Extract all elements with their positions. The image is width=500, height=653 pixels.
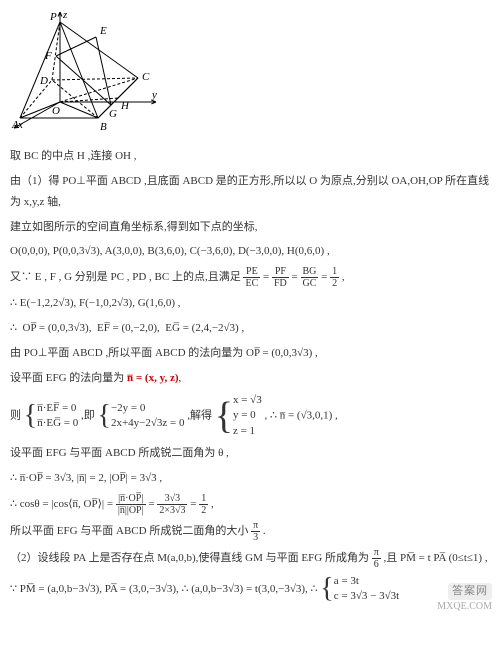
line-4: O(0,0,0), P(0,0,3√3), A(3,0,0), B(3,6,0)… bbox=[10, 241, 490, 262]
text: 则 bbox=[10, 410, 21, 422]
watermark-logo: 答案网 bbox=[448, 583, 492, 599]
frac-pi6: π6 bbox=[372, 547, 381, 570]
line-14: 所以平面 EFG 与平面 ABCD 所成锐二面角的大小 π3 . bbox=[10, 520, 490, 543]
svg-text:y: y bbox=[151, 89, 157, 101]
svg-text:A: A bbox=[11, 119, 19, 130]
line-2: 由（1）得 PO⊥平面 ABCD ,且底面 ABCD 是的正方形,所以以 O 为… bbox=[10, 171, 490, 213]
system-4: { a = 3t c = 3√3 − 3√3t bbox=[320, 574, 399, 605]
text: （2）设线段 PA 上是否存在点 M(a,0,b),使得直线 GM 与平面 EF… bbox=[10, 552, 372, 564]
frac-pe-ec: PEEC bbox=[243, 266, 260, 289]
line-3: 建立如图所示的空间直角坐标系,得到如下点的坐标, bbox=[10, 217, 490, 238]
frac-half: 12 bbox=[330, 266, 339, 289]
line-10: 则 { n̅·EF̅ = 0 n̅·EG̅ = 0 ,即 { −2y = 0 2… bbox=[10, 393, 490, 439]
svg-text:O: O bbox=[52, 105, 60, 117]
line-15: （2）设线段 PA 上是否存在点 M(a,0,b),使得直线 GM 与平面 EF… bbox=[10, 547, 490, 570]
svg-text:D: D bbox=[39, 75, 48, 87]
frac-bg-gc: BGGC bbox=[301, 266, 319, 289]
system-2: { −2y = 0 2x+4y−2√3z = 0 bbox=[97, 401, 184, 432]
text: , bbox=[211, 498, 214, 510]
line-16: ∵ PM̅ = (a,0,b−3√3), PA̅ = (3,0,−3√3), ∴… bbox=[10, 574, 490, 605]
svg-text:H: H bbox=[120, 100, 130, 112]
text: = bbox=[148, 498, 157, 510]
frac-cos2: 3√32×3√3 bbox=[157, 493, 187, 516]
watermark: 答案网 MXQE.COM bbox=[437, 583, 492, 612]
watermark-url: MXQE.COM bbox=[437, 600, 492, 613]
line-13: ∴ cosθ = |cos⟨n̅, OP̅⟩| = |n̅·OP̅||n̅||O… bbox=[10, 493, 490, 516]
line-12: ∴ n̅·OP̅ = 3√3, |n̅| = 2, |OP̅| = 3√3 , bbox=[10, 468, 490, 489]
text: , ∴ n̅ = (√3,0,1) , bbox=[264, 410, 337, 422]
svg-text:C: C bbox=[142, 71, 150, 83]
line-5: 又∵ E , F , G 分别是 PC , PD , BC 上的点,且满足 PE… bbox=[10, 266, 490, 289]
svg-text:E: E bbox=[99, 25, 107, 37]
text: ∴ cosθ = |cos⟨n̅, OP̅⟩| = bbox=[10, 498, 116, 510]
text: 所以平面 EFG 与平面 ABCD 所成锐二面角的大小 bbox=[10, 525, 251, 537]
svg-text:P: P bbox=[49, 11, 57, 23]
text: ∵ PM̅ = (a,0,b−3√3), PA̅ = (3,0,−3√3), ∴… bbox=[10, 583, 320, 595]
text: ,即 bbox=[81, 410, 95, 422]
text: ,解得 bbox=[187, 410, 212, 422]
svg-text:F: F bbox=[44, 50, 52, 62]
frac-pi3: π3 bbox=[251, 520, 260, 543]
svg-text:B: B bbox=[100, 121, 107, 130]
line-6: ∴ E(−1,2,2√3), F(−1,0,2√3), G(1,6,0) , bbox=[10, 293, 490, 314]
text: = bbox=[190, 498, 199, 510]
frac-half2: 12 bbox=[199, 493, 208, 516]
svg-text:z: z bbox=[62, 10, 68, 21]
text: , bbox=[342, 271, 345, 283]
svg-text:G: G bbox=[109, 108, 117, 120]
frac-cos1: |n̅·OP̅||n̅||OP̅| bbox=[116, 493, 146, 516]
text: ,且 PM̅ = t PA̅ (0≤t≤1) , bbox=[384, 552, 488, 564]
geometry-diagram: zyxOPABCDEFGH bbox=[10, 10, 490, 138]
system-3: { x = √3 y = 0 z = 1 bbox=[215, 393, 262, 439]
line-1: 取 BC 的中点 H ,连接 OH , bbox=[10, 146, 490, 167]
text: 又∵ E , F , G 分别是 PC , PD , BC 上的点,且满足 bbox=[10, 271, 243, 283]
text: , bbox=[179, 372, 182, 384]
line-9: 设平面 EFG 的法向量为 n̅ = (x, y, z), bbox=[10, 368, 490, 389]
text: . bbox=[263, 525, 266, 537]
frac-pf-fd: PFFD bbox=[272, 266, 289, 289]
normal-vector-red: n̅ = (x, y, z) bbox=[127, 372, 179, 384]
line-7: ∴ OP̅ = (0,0,3√3), EF̅ = (0,−2,0), EG̅ =… bbox=[10, 318, 490, 339]
line-8: 由 PO⊥平面 ABCD ,所以平面 ABCD 的法向量为 OP̅ = (0,0… bbox=[10, 343, 490, 364]
system-1: { n̅·EF̅ = 0 n̅·EG̅ = 0 bbox=[24, 401, 78, 432]
text: 设平面 EFG 的法向量为 bbox=[10, 372, 127, 384]
line-11: 设平面 EFG 与平面 ABCD 所成锐二面角为 θ , bbox=[10, 443, 490, 464]
